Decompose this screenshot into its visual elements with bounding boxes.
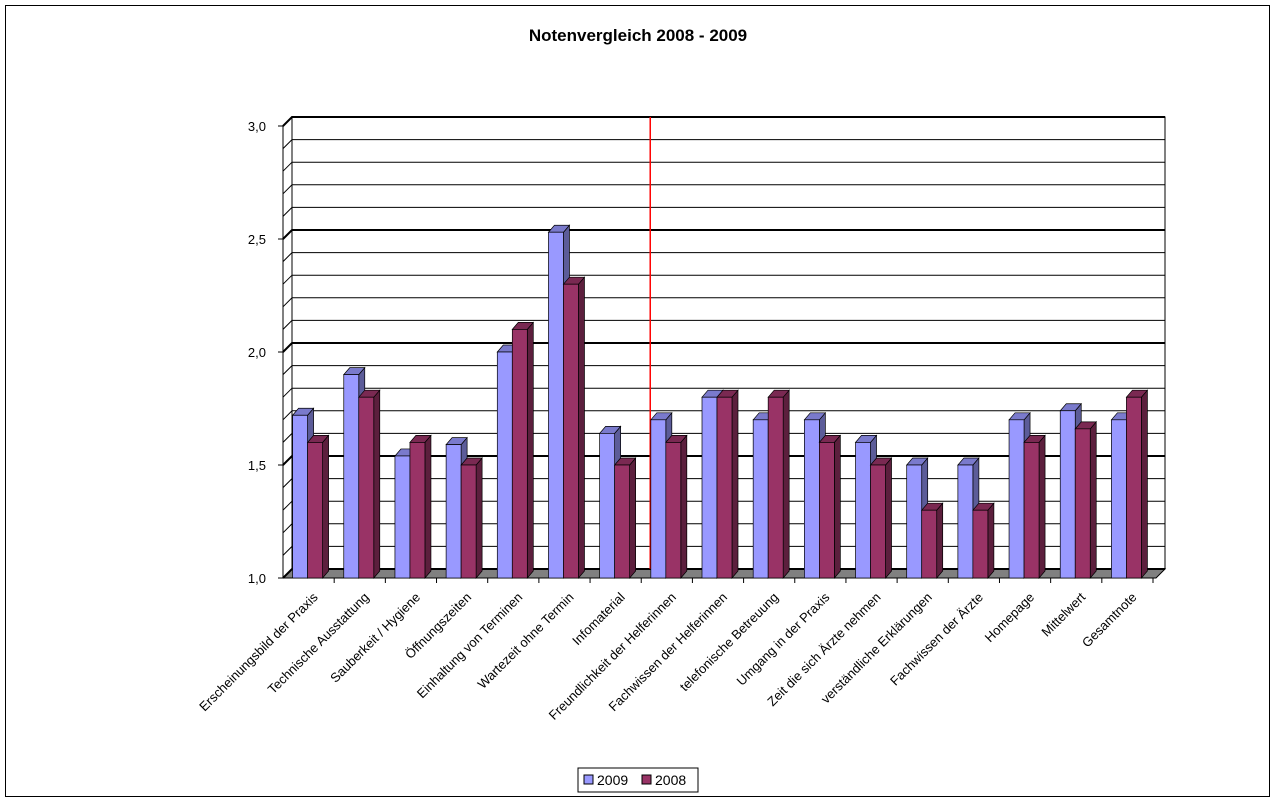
bar <box>716 396 733 579</box>
bar <box>445 444 462 579</box>
bar-side <box>1089 420 1097 579</box>
bar <box>752 419 769 579</box>
bar <box>906 464 923 579</box>
legend-swatch <box>583 774 594 785</box>
bar-side <box>834 434 841 579</box>
bar-side <box>731 389 739 579</box>
grid-line <box>282 319 1165 330</box>
grid-line <box>282 116 1165 127</box>
grid-line <box>282 342 1165 353</box>
bars <box>291 224 1149 579</box>
grid-line <box>282 432 1165 443</box>
bar <box>1126 396 1142 579</box>
bar-side <box>885 457 892 579</box>
grid-line <box>282 387 1165 398</box>
bar-side <box>680 434 688 579</box>
bar-side <box>1038 434 1046 579</box>
bar-side <box>782 389 790 579</box>
bar <box>921 509 938 579</box>
bar-side <box>322 434 329 579</box>
grid-line <box>282 297 1165 308</box>
bar <box>496 351 513 579</box>
bar-side <box>526 321 534 579</box>
grid-line <box>282 252 1165 262</box>
legend-swatch <box>641 774 652 785</box>
bar <box>972 509 989 579</box>
grid-line <box>282 410 1165 421</box>
bar <box>1074 428 1091 579</box>
bar-side <box>1141 389 1148 579</box>
bar <box>701 396 718 579</box>
bar <box>409 442 426 579</box>
bar <box>460 464 477 579</box>
y-tick-label: 1,5 <box>248 458 266 473</box>
bar <box>1059 410 1076 579</box>
bar-side <box>629 457 636 579</box>
bar <box>1111 419 1127 579</box>
bar <box>614 464 630 579</box>
chart-title: Notenvergleich 2008 - 2009 <box>529 26 747 45</box>
bar <box>957 464 974 579</box>
legend <box>577 767 699 793</box>
bar <box>855 442 871 579</box>
bar-side <box>373 389 381 579</box>
grid-line <box>282 365 1165 375</box>
grid-line <box>282 139 1165 149</box>
y-tick-label: 1,0 <box>248 571 266 586</box>
y-tick-label: 2,0 <box>248 345 266 360</box>
grid-line <box>282 161 1165 172</box>
bar <box>665 442 682 579</box>
grid-line <box>282 229 1165 240</box>
bar-side <box>936 502 944 579</box>
bar <box>292 414 308 579</box>
bar-side <box>578 276 585 579</box>
bar-side <box>987 502 995 579</box>
bar <box>1023 442 1040 579</box>
grid-line <box>282 184 1165 195</box>
bar <box>870 464 886 579</box>
bar <box>599 433 615 579</box>
bar <box>563 283 579 579</box>
bar <box>1008 419 1025 579</box>
bar <box>650 419 667 579</box>
bar <box>819 442 835 579</box>
bar <box>307 442 323 579</box>
legend-label: 2009 <box>597 772 628 788</box>
bar <box>548 231 564 579</box>
bar <box>767 396 784 579</box>
bar <box>343 374 360 579</box>
y-tick-label: 2,5 <box>248 232 266 247</box>
bar <box>394 455 411 579</box>
bar-side <box>475 457 483 579</box>
grid-line <box>282 274 1165 285</box>
legend-label: 2008 <box>655 772 686 788</box>
bar <box>358 396 375 579</box>
grid-line <box>282 206 1165 217</box>
y-tick-label: 3,0 <box>248 119 266 134</box>
bar-side <box>424 434 432 579</box>
bar <box>511 329 528 579</box>
bar <box>804 419 820 579</box>
